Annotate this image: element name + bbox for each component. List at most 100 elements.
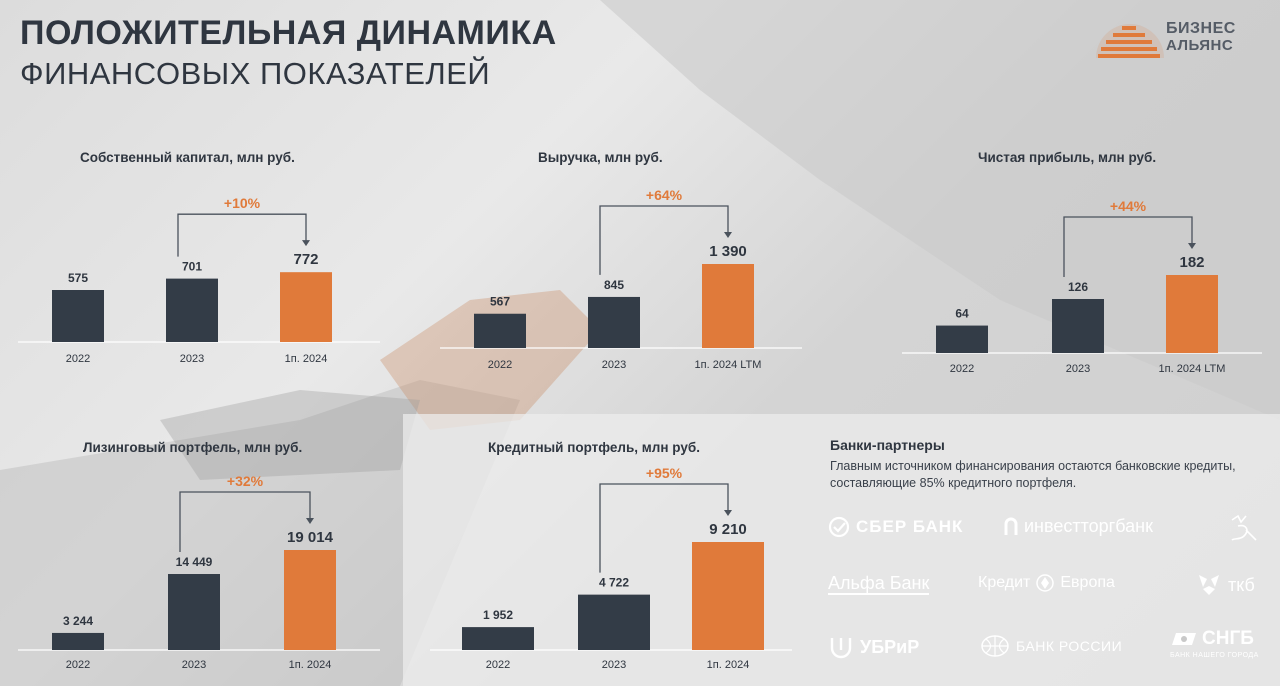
x-tick-label: 2022 bbox=[486, 659, 510, 671]
bar bbox=[936, 325, 988, 353]
growth-arrow bbox=[724, 232, 732, 238]
bar bbox=[52, 290, 104, 342]
growth-arrow bbox=[302, 240, 310, 247]
bank-logo-tkb: ткб bbox=[1196, 572, 1255, 598]
x-tick-label: 2023 bbox=[602, 659, 626, 671]
data-label: 567 bbox=[490, 295, 510, 309]
investtorg-icon bbox=[1004, 517, 1018, 535]
bar bbox=[166, 278, 218, 342]
growth-label: +10% bbox=[224, 195, 261, 211]
bank-name-tkb: ткб bbox=[1228, 574, 1255, 595]
chart-title-revenue: Выручка, млн руб. bbox=[538, 150, 663, 165]
bar bbox=[52, 632, 104, 650]
bank-name-credit-right: Европа bbox=[1060, 574, 1115, 591]
bank-name-sngb: СНГБ bbox=[1202, 628, 1254, 649]
data-label: 14 449 bbox=[176, 555, 213, 569]
partners-description: Главным источником финансирования остают… bbox=[830, 459, 1236, 490]
data-label: 772 bbox=[293, 251, 318, 268]
credit-europe-icon bbox=[1036, 574, 1055, 592]
x-tick-label: 2022 bbox=[66, 659, 90, 671]
data-label: 9 210 bbox=[709, 521, 747, 538]
bank-name-ubrir: УБРиР bbox=[860, 636, 920, 657]
bar bbox=[1166, 275, 1218, 353]
x-tick-label: 1п. 2024 bbox=[707, 659, 750, 671]
bank-name-bank-rossii: БАНК РОССИИ bbox=[1016, 638, 1123, 654]
bank-logo-bank-rossii: БАНК РОССИИ bbox=[980, 634, 1122, 658]
data-label: 3 244 bbox=[63, 614, 93, 628]
bank-name-credit-left: Кредит bbox=[978, 574, 1031, 591]
growth-bracket bbox=[599, 483, 729, 573]
bar bbox=[474, 313, 526, 348]
growth-bracket bbox=[179, 491, 311, 553]
bar bbox=[284, 550, 336, 650]
data-label: 1 952 bbox=[483, 608, 513, 622]
x-tick-label: 1п. 2024 bbox=[285, 353, 328, 365]
sngb-icon bbox=[1172, 633, 1196, 645]
bar bbox=[692, 542, 764, 650]
growth-arrow bbox=[306, 518, 314, 524]
growth-bracket bbox=[177, 213, 307, 257]
bank-logo-msbk bbox=[1228, 512, 1262, 544]
data-label: 64 bbox=[955, 307, 969, 321]
chart-title-net-profit: Чистая прибыль, млн руб. bbox=[978, 150, 1157, 165]
chart-title-equity: Собственный капитал, млн руб. bbox=[80, 150, 295, 165]
bar bbox=[702, 264, 754, 348]
growth-bracket bbox=[1063, 216, 1193, 277]
data-label: 701 bbox=[182, 260, 202, 274]
bar bbox=[1052, 299, 1104, 353]
growth-label: +32% bbox=[227, 473, 264, 489]
growth-label: +64% bbox=[646, 187, 683, 203]
x-tick-label: 2023 bbox=[602, 359, 626, 371]
x-tick-label: 1п. 2024 bbox=[289, 659, 332, 671]
x-tick-label: 2022 bbox=[66, 353, 90, 365]
bar bbox=[168, 574, 220, 650]
x-tick-label: 1п. 2024 LTM bbox=[695, 359, 762, 371]
x-tick-label: 2023 bbox=[1066, 363, 1090, 375]
data-label: 1 390 bbox=[709, 243, 747, 260]
page-title: ПОЛОЖИТЕЛЬНАЯ ДИНАМИКА bbox=[20, 14, 557, 52]
logo-text-line2: АЛЬЯНС bbox=[1166, 37, 1234, 54]
bar bbox=[280, 272, 332, 342]
sber-icon bbox=[828, 516, 850, 538]
alfa-text: Альфа Банк bbox=[828, 573, 930, 593]
x-tick-label: 2023 bbox=[180, 353, 204, 365]
msbk-icon bbox=[1231, 514, 1257, 541]
partners-title: Банки-партнеры bbox=[830, 437, 945, 453]
data-label: 575 bbox=[68, 271, 88, 285]
page-subtitle: ФИНАНСОВЫХ ПОКАЗАТЕЛЕЙ bbox=[20, 56, 491, 91]
x-tick-label: 2023 bbox=[182, 659, 206, 671]
bank-logo-investtorg: инвестторгбанк bbox=[1004, 516, 1153, 537]
growth-bracket bbox=[599, 205, 729, 275]
ubrir-icon bbox=[830, 638, 852, 659]
growth-arrow bbox=[724, 510, 732, 516]
data-label: 4 722 bbox=[599, 576, 629, 590]
bar bbox=[578, 594, 650, 650]
bank-name-alfa: Альфа Банк bbox=[828, 573, 930, 595]
data-label: 845 bbox=[604, 278, 624, 292]
data-label: 182 bbox=[1179, 254, 1204, 271]
bank-logo-ubrir: УБРиР bbox=[828, 634, 919, 660]
bank-logo-alfa: Альфа Банк bbox=[828, 573, 930, 595]
bank-logo-credit-europe: Кредит Европа bbox=[978, 574, 1115, 592]
bank-rossii-icon bbox=[981, 635, 1009, 657]
growth-arrow bbox=[1188, 243, 1196, 249]
bank-name-sber: СБЕР БАНК bbox=[856, 517, 964, 536]
bar bbox=[462, 627, 534, 650]
tkb-icon bbox=[1199, 575, 1219, 595]
x-tick-label: 1п. 2024 LTM bbox=[1159, 363, 1226, 375]
bank-name-investtorg: инвестторгбанк bbox=[1024, 516, 1153, 536]
bank-sub-sngb: БАНК НАШЕГО ГОРОДА bbox=[1170, 652, 1259, 659]
chart-title-leasing: Лизинговый портфель, млн руб. bbox=[83, 440, 303, 455]
growth-label: +95% bbox=[646, 465, 683, 481]
bar bbox=[588, 296, 640, 348]
bank-logo-sber: СБЕР БАНК bbox=[828, 516, 963, 538]
growth-label: +44% bbox=[1110, 198, 1147, 214]
bank-logo-sngb: СНГБ БАНК НАШЕГО ГОРОДА bbox=[1170, 628, 1259, 659]
data-label: 126 bbox=[1068, 280, 1088, 294]
company-logo bbox=[1096, 24, 1164, 58]
logo-text-line1: БИЗНЕС bbox=[1166, 20, 1236, 37]
x-tick-label: 2022 bbox=[488, 359, 512, 371]
data-label: 19 014 bbox=[287, 529, 334, 546]
x-tick-label: 2022 bbox=[950, 363, 974, 375]
